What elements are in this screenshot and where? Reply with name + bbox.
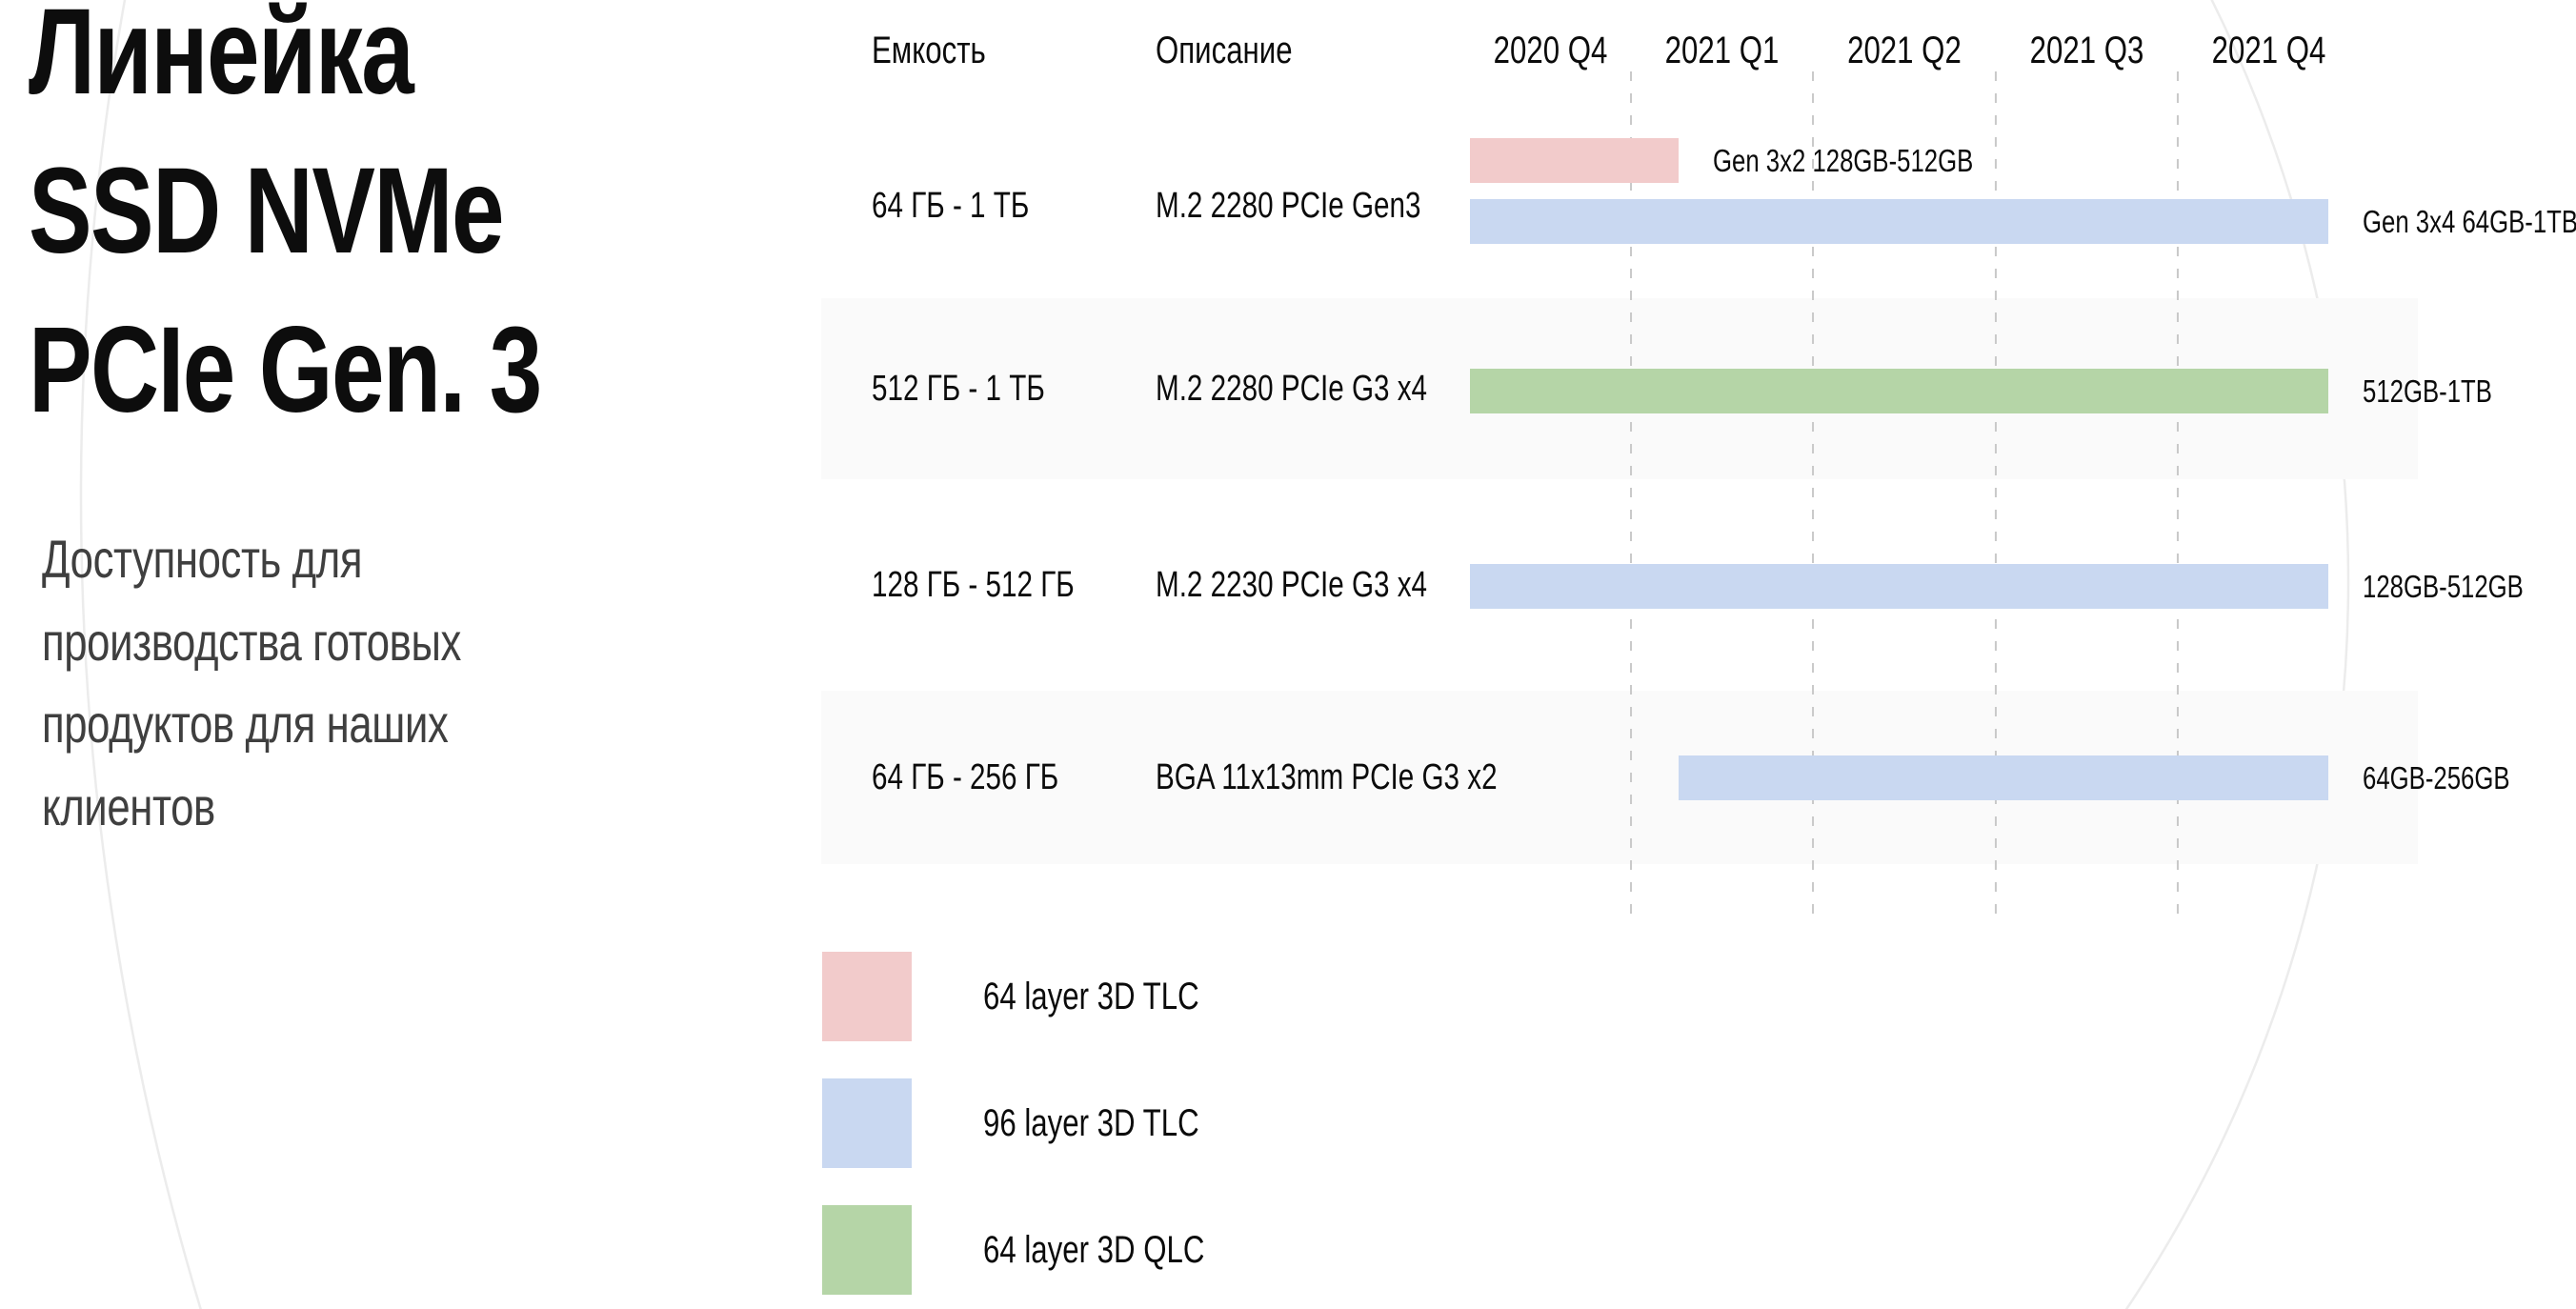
row-capacity: 64 ГБ - 1 ТБ [872, 183, 1074, 229]
row-description-label: M.2 2280 PCIe G3 x4 [1156, 369, 1428, 409]
page-subtitle-line: клиентов [42, 775, 215, 836]
gantt-bar-label-text: 128GB-512GB [2363, 569, 2524, 604]
row-capacity-label: 512 ГБ - 1 ТБ [872, 369, 1045, 409]
gantt-bar-label-text: Gen 3x2 128GB-512GB [1712, 143, 1974, 178]
page-subtitle-line: производства готовых [42, 611, 461, 672]
legend-label-text: 64 layer 3D QLC [983, 1229, 1205, 1271]
column-header-description: Описание [1156, 28, 1331, 73]
gantt-bar-blue [1678, 755, 2328, 800]
page-title-line: Линейка [29, 0, 414, 120]
row-description: BGA 11x13mm PCIe G3 x2 [1156, 755, 1594, 800]
row-capacity: 128 ГБ - 512 ГБ [872, 562, 1132, 608]
gantt-bar-pink [1470, 138, 1679, 183]
legend-label-text: 96 layer 3D TLC [983, 1102, 1199, 1144]
page-subtitle: Доступность для производства готовых про… [42, 518, 652, 848]
gantt-bar-label-text: 64GB-256GB [2363, 760, 2510, 795]
legend-swatch-pink [822, 952, 912, 1041]
gantt-bar-blue [1470, 564, 2328, 609]
quarter-header-label: 2021 Q4 [2211, 30, 2326, 71]
gantt-bar-green [1470, 369, 2328, 413]
gantt-bar-label: 512GB-1TB [2363, 369, 2528, 413]
gantt-bar-label-text: 512GB-1TB [2363, 373, 2492, 409]
row-capacity: 64 ГБ - 256 ГБ [872, 755, 1112, 800]
quarter-header-2021-q3: 2021 Q3 [1996, 28, 2178, 73]
legend-label: 64 layer 3D QLC [983, 1205, 1267, 1295]
gantt-bar-label: 128GB-512GB [2363, 564, 2568, 609]
gantt-bar-blue [1470, 199, 2328, 244]
row-description: M.2 2280 PCIe G3 x4 [1156, 366, 1503, 412]
legend-label-text: 64 layer 3D TLC [983, 976, 1199, 1017]
quarter-header-label: 2021 Q3 [2029, 30, 2144, 71]
legend-swatch-green [822, 1205, 912, 1295]
page-subtitle-line: Доступность для [42, 529, 363, 589]
legend-swatch-blue [822, 1078, 912, 1168]
row-description-label: M.2 2280 PCIe Gen3 [1156, 185, 1421, 226]
quarter-header-2021-q1: 2021 Q1 [1631, 28, 1813, 73]
gantt-bar-label: Gen 3x4 64GB-1TB [2363, 199, 2576, 244]
quarter-header-2021-q2: 2021 Q2 [1813, 28, 1996, 73]
gantt-bar-label: Gen 3x2 128GB-512GB [1713, 138, 2046, 183]
column-header-capacity: Емкость [872, 28, 1018, 73]
legend-label: 64 layer 3D TLC [983, 952, 1260, 1041]
quarter-header-label: 2021 Q2 [1847, 30, 1962, 71]
row-capacity-label: 128 ГБ - 512 ГБ [872, 565, 1075, 605]
column-header-capacity-label: Емкость [872, 30, 986, 71]
gantt-bar-label: 64GB-256GB [2363, 755, 2551, 800]
quarter-header-label: 2021 Q1 [1664, 30, 1780, 71]
row-capacity-label: 64 ГБ - 1 ТБ [872, 185, 1030, 226]
page-subtitle-line: продуктов для наших [42, 694, 449, 754]
page-title-line: SSD NVMe [29, 143, 504, 279]
row-description-label: M.2 2230 PCIe G3 x4 [1156, 565, 1428, 605]
legend-label: 96 layer 3D TLC [983, 1078, 1260, 1168]
gantt-bar-label-text: Gen 3x4 64GB-1TB [2363, 204, 2576, 239]
column-header-description-label: Описание [1156, 30, 1293, 71]
page-title-line: PCIe Gen. 3 [29, 302, 542, 438]
row-description: M.2 2230 PCIe G3 x4 [1156, 562, 1503, 608]
page-title: Линейка SSD NVMe PCIe Gen. 3 [29, 0, 753, 450]
quarter-header-2021-q4: 2021 Q4 [2178, 28, 2360, 73]
quarter-header-label: 2020 Q4 [1493, 30, 1608, 71]
row-description: M.2 2280 PCIe Gen3 [1156, 183, 1496, 229]
row-capacity-label: 64 ГБ - 256 ГБ [872, 757, 1059, 797]
quarter-header-2020-q4: 2020 Q4 [1470, 28, 1631, 73]
row-capacity: 512 ГБ - 1 ТБ [872, 366, 1094, 412]
row-description-label: BGA 11x13mm PCIe G3 x2 [1156, 757, 1498, 797]
